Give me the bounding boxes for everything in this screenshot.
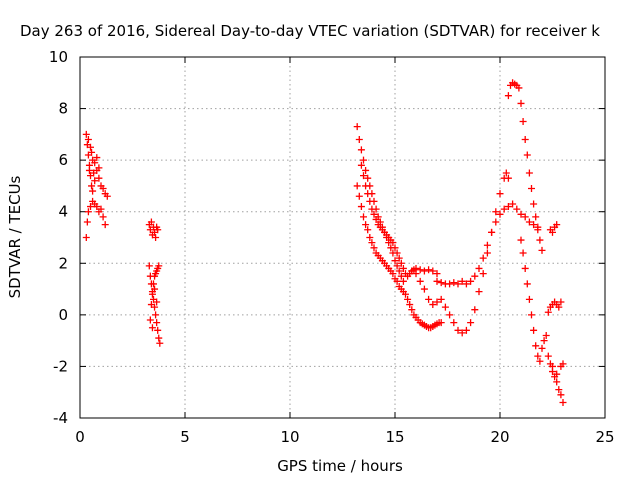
data-point [532, 213, 539, 220]
y-tick-label: 2 [58, 254, 68, 272]
data-point [522, 136, 529, 143]
axis-ticks: 0 5 10 15 20 25 -4 -2 0 2 4 6 8 10 [49, 48, 615, 446]
data-point [421, 286, 428, 293]
data-point [450, 279, 457, 286]
data-point [356, 136, 363, 143]
x-tick-label: 20 [490, 428, 509, 446]
data-point [513, 206, 520, 213]
data-point [476, 288, 483, 295]
data-point [147, 317, 154, 324]
data-point [492, 219, 499, 226]
data-point [425, 296, 432, 303]
data-point [354, 123, 361, 130]
data-point [518, 237, 525, 244]
data-point [354, 182, 361, 189]
data-point [505, 92, 512, 99]
data-point [434, 278, 441, 285]
y-tick-label: -4 [53, 409, 68, 427]
data-point [364, 190, 371, 197]
data-point [88, 182, 95, 189]
data-point [421, 268, 428, 275]
x-tick-label: 15 [385, 428, 404, 446]
data-point [484, 249, 491, 256]
data-point [446, 280, 453, 287]
data-point [480, 255, 487, 262]
data-point [476, 265, 483, 272]
y-axis-label: SDTVAR / TECUs [6, 175, 24, 298]
data-points [83, 79, 567, 406]
data-point [358, 203, 365, 210]
data-point [545, 353, 552, 360]
y-tick-label: 10 [49, 48, 68, 66]
data-point [360, 213, 367, 220]
data-point [530, 327, 537, 334]
data-point [520, 118, 527, 125]
data-point [528, 185, 535, 192]
data-point [425, 266, 432, 273]
data-point [89, 188, 96, 195]
data-point [484, 242, 491, 249]
data-point [417, 266, 424, 273]
data-point [539, 345, 546, 352]
data-point [366, 198, 373, 205]
data-point [471, 273, 478, 280]
y-tick-label: 6 [58, 151, 68, 169]
y-tick-label: 4 [58, 203, 68, 221]
data-point [539, 247, 546, 254]
data-point [152, 311, 159, 318]
data-point [417, 278, 424, 285]
data-point [83, 234, 90, 241]
y-tick-label: 0 [58, 306, 68, 324]
data-point [471, 306, 478, 313]
x-axis-label: GPS time / hours [277, 457, 403, 475]
data-point [524, 151, 531, 158]
y-tick-label: -2 [53, 357, 68, 375]
data-point [530, 200, 537, 207]
data-point [438, 279, 445, 286]
data-point [536, 237, 543, 244]
data-point [480, 270, 487, 277]
x-tick-label: 10 [280, 428, 299, 446]
data-point [146, 262, 153, 269]
data-point [153, 319, 160, 326]
data-point [560, 399, 567, 406]
data-point [518, 100, 525, 107]
data-point [450, 319, 457, 326]
y-tick-label: 8 [58, 100, 68, 118]
data-point [442, 304, 449, 311]
data-point [526, 170, 533, 177]
data-point [520, 249, 527, 256]
data-point [532, 342, 539, 349]
data-point [526, 296, 533, 303]
data-point [524, 280, 531, 287]
chart-title: Day 263 of 2016, Sidereal Day-to-day VTE… [20, 22, 600, 40]
data-point [102, 221, 109, 228]
data-point [356, 193, 363, 200]
x-tick-label: 0 [75, 428, 85, 446]
data-point [358, 146, 365, 153]
data-point [362, 182, 369, 189]
data-point [156, 340, 163, 347]
data-point [528, 311, 535, 318]
x-tick-label: 25 [595, 428, 614, 446]
data-point [467, 319, 474, 326]
data-point [100, 213, 107, 220]
data-point [446, 311, 453, 318]
data-point [488, 229, 495, 236]
x-tick-label: 5 [180, 428, 190, 446]
data-point [522, 265, 529, 272]
data-point [84, 219, 91, 226]
data-point [497, 190, 504, 197]
data-point [155, 335, 162, 342]
